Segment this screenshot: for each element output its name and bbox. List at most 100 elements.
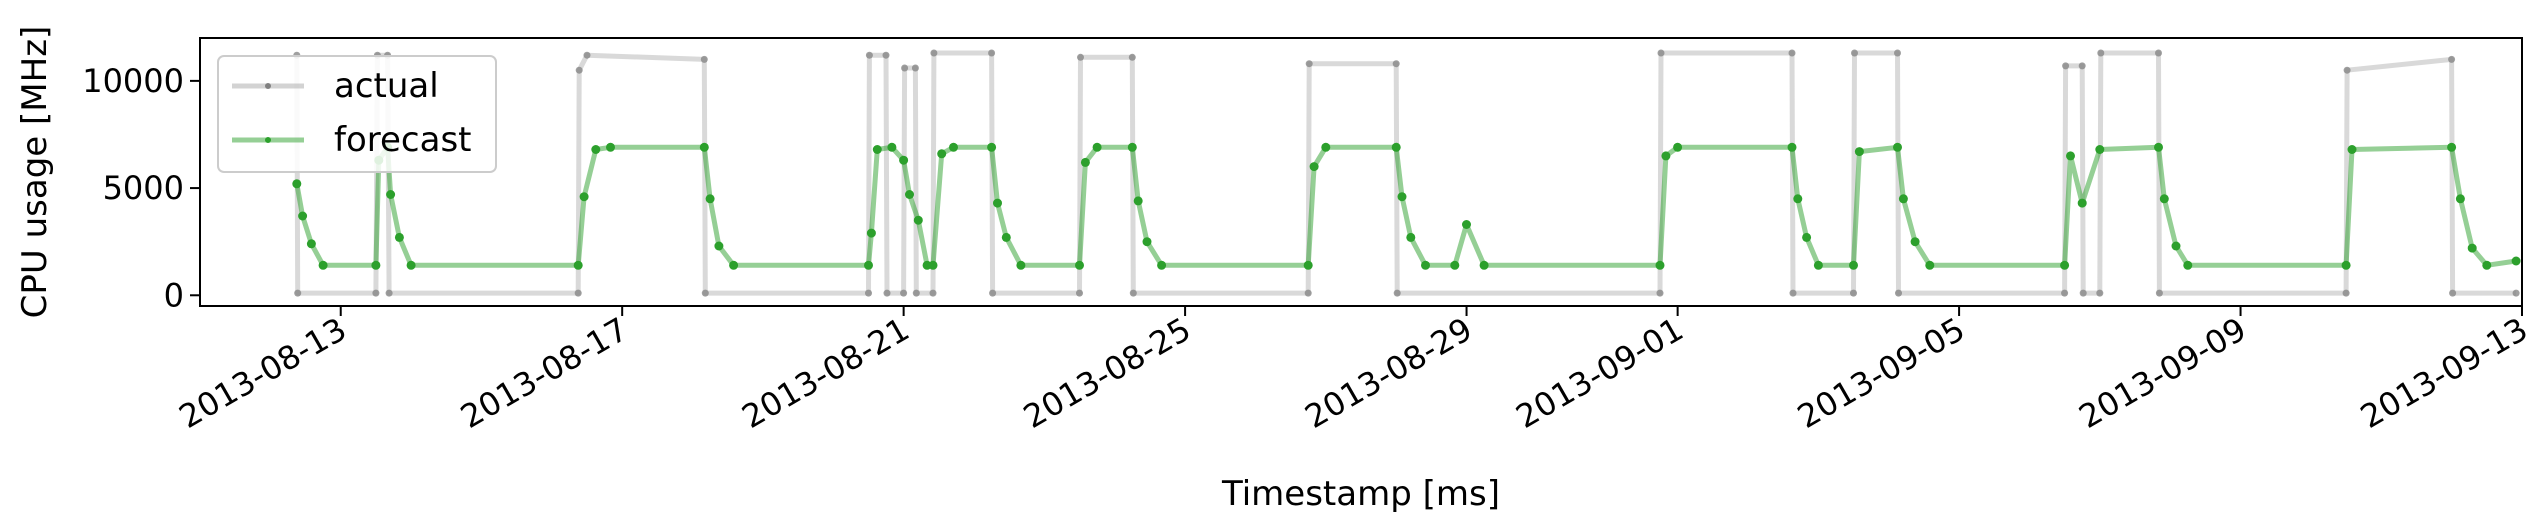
data-point-forecast [1925, 260, 1935, 270]
x-axis-title: Timestamp [ms] [1221, 474, 1500, 514]
x-tick-label: 2013-09-01 [1510, 310, 1690, 436]
data-point-forecast [579, 192, 589, 202]
series-actual [293, 49, 2520, 297]
data-point-actual [989, 289, 997, 297]
data-point-forecast [949, 142, 958, 152]
data-point-forecast [1080, 157, 1090, 167]
data-point-actual [701, 289, 709, 297]
data-point-forecast [864, 260, 873, 270]
data-point-forecast [2183, 260, 2193, 270]
data-point-forecast [1421, 260, 1430, 270]
plot-frame [199, 37, 2523, 307]
data-point-forecast [318, 260, 328, 270]
data-point-actual [1305, 60, 1313, 68]
data-point-forecast [1898, 194, 1908, 204]
data-point-actual [883, 289, 891, 297]
data-point-actual [2342, 289, 2350, 297]
legend-actual-label: actual [334, 66, 439, 106]
data-point-actual [1304, 289, 1312, 297]
data-point-actual [2096, 289, 2104, 297]
x-tick-label: 2013-08-29 [1298, 310, 1478, 436]
data-point-forecast [606, 142, 615, 152]
data-point-actual [2155, 49, 2162, 57]
data-point-forecast [371, 260, 381, 270]
data-point-actual [1850, 289, 1857, 297]
data-point-actual [1656, 289, 1664, 297]
data-point-actual [911, 64, 919, 72]
y-axis-title: CPU usage [MHz] [15, 26, 55, 319]
data-point-forecast [1406, 232, 1416, 242]
data-point-forecast [1075, 260, 1084, 270]
x-tick-label: 2013-08-13 [173, 310, 353, 436]
data-point-actual [1393, 289, 1401, 297]
data-point-forecast [1321, 142, 1331, 152]
data-point-forecast [292, 179, 302, 189]
data-point-forecast [905, 190, 914, 199]
data-point-forecast [1303, 260, 1313, 270]
data-point-forecast [2511, 256, 2521, 266]
data-point-actual [2448, 55, 2456, 63]
series-line-actual [294, 50, 2517, 296]
data-point-forecast [591, 145, 601, 154]
data-point-forecast [699, 142, 709, 152]
data-point-forecast [406, 260, 416, 270]
data-point-actual [1076, 289, 1083, 297]
x-tick-label: 2013-08-25 [1017, 310, 1197, 436]
data-point-forecast [386, 190, 396, 199]
data-point-forecast [1309, 162, 1319, 172]
data-point-actual [574, 289, 582, 297]
data-point-actual [1788, 49, 1796, 57]
data-point-forecast [714, 241, 724, 251]
data-point-forecast [1849, 260, 1858, 270]
data-point-actual [2449, 289, 2457, 297]
data-point-forecast [928, 260, 938, 270]
data-point-actual [912, 289, 920, 297]
data-point-forecast [1450, 260, 1460, 270]
data-point-actual [865, 289, 872, 297]
y-tick-label: 10000 [82, 62, 184, 100]
legend-actual-marker [265, 83, 271, 89]
data-point-actual [583, 51, 591, 59]
data-point-forecast [1462, 220, 1471, 229]
data-point-forecast [1479, 260, 1489, 270]
data-point-actual [1392, 60, 1400, 68]
data-point-forecast [2171, 241, 2181, 251]
data-point-actual [901, 64, 909, 72]
data-point-forecast [872, 145, 882, 154]
data-point-forecast [2095, 145, 2105, 154]
data-point-actual [2061, 289, 2069, 297]
data-point-forecast [1016, 260, 1026, 270]
data-point-actual [1077, 53, 1084, 61]
legend-forecast-marker [265, 137, 271, 143]
x-tick-label: 2013-08-21 [736, 310, 916, 436]
data-point-actual [930, 49, 938, 57]
data-point-forecast [1793, 194, 1803, 204]
y-tick-label: 5000 [103, 169, 184, 207]
data-point-actual [2079, 289, 2087, 297]
data-point-forecast [2482, 260, 2492, 270]
data-point-actual [2097, 49, 2105, 57]
data-point-actual [1128, 53, 1136, 61]
data-point-forecast [993, 198, 1002, 208]
legend-box [217, 55, 497, 173]
data-point-actual [385, 289, 393, 297]
data-point-forecast [1391, 142, 1401, 152]
series-layer [292, 49, 2521, 297]
y-axis: 0 5000 10000 [82, 62, 200, 314]
data-point-actual [1895, 289, 1902, 297]
legend-forecast-label: forecast [334, 120, 472, 160]
data-point-forecast [2347, 145, 2357, 154]
data-point-actual [2343, 66, 2351, 74]
data-point-actual [1789, 289, 1797, 297]
data-point-actual [2512, 289, 2520, 297]
data-point-forecast [866, 228, 876, 238]
data-point-actual [1657, 49, 1665, 57]
data-point-actual [1894, 49, 1901, 57]
data-point-actual [988, 49, 996, 57]
data-point-forecast [2455, 194, 2465, 204]
data-point-actual [929, 289, 937, 297]
data-point-actual [700, 55, 708, 63]
data-point-forecast [987, 142, 997, 152]
data-point-forecast [937, 149, 947, 159]
